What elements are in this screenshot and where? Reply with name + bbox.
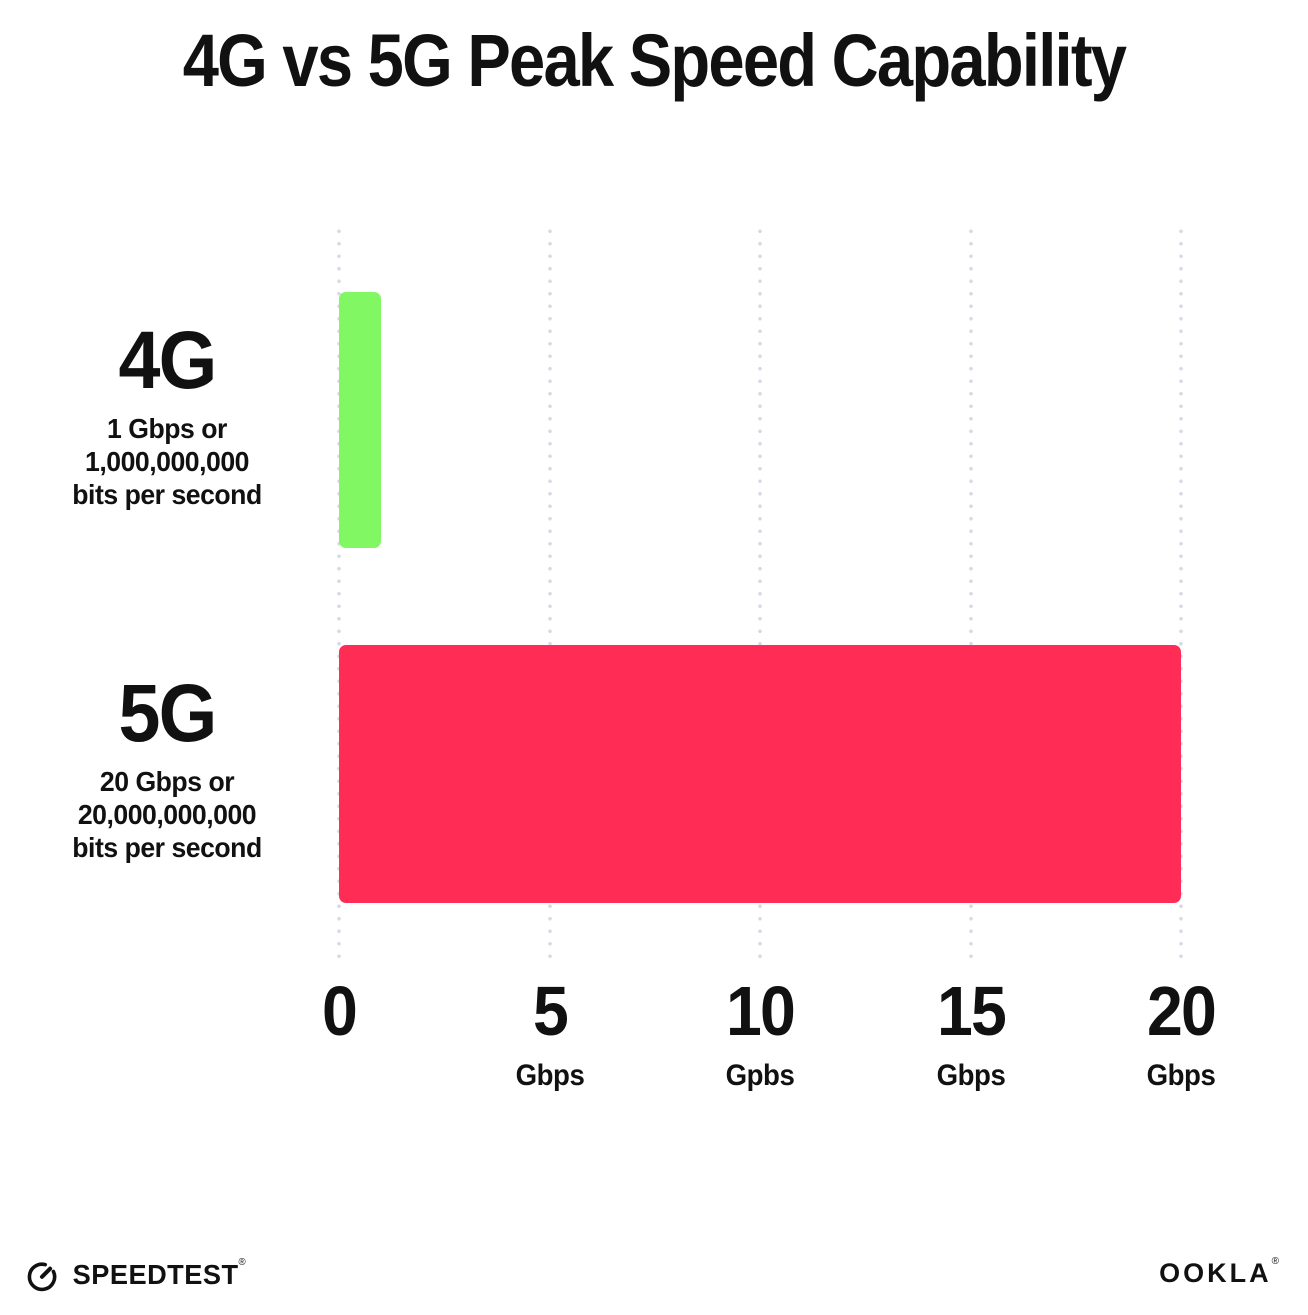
x-tick-10-unit: Gpbs (725, 1059, 795, 1092)
row-name-5g: 5G (118, 668, 218, 759)
x-tick-10-value: 10 (726, 972, 796, 1050)
gridline-0 (337, 225, 341, 958)
gridline-5 (547, 225, 552, 958)
row-desc-5g-line1: 20 Gbps or (99, 766, 235, 797)
x-tick-10: 10 Gpbs (725, 972, 796, 1093)
x-tick-0-value: 0 (322, 972, 358, 1050)
row-desc-4g-line3: bits per second (72, 479, 262, 511)
gridline-20 (1179, 225, 1183, 958)
row-desc-5g-line2: 20,000,000,000 (77, 799, 257, 831)
speedtest-logo-text: SPEEDTEST® (72, 1257, 247, 1290)
bar-5g (339, 645, 1181, 903)
x-tick-0: 0 (322, 972, 358, 1093)
row-label-5g: 5G 20 Gbps or 20,000,000,000 bits per se… (14, 673, 320, 864)
ookla-logo-text: OOKLA (1159, 1258, 1272, 1288)
gridline-15 (968, 225, 973, 958)
x-tick-15: 15 Gbps (936, 972, 1007, 1093)
ookla-logo: OOKLA® (1159, 1256, 1282, 1289)
plot-area (337, 225, 1183, 958)
x-tick-20-unit: Gbps (1146, 1059, 1216, 1092)
row-desc-5g-line3: bits per second (72, 832, 262, 864)
x-tick-20: 20 Gbps (1146, 972, 1217, 1093)
speedtest-trademark: ® (238, 1257, 247, 1268)
speedtest-gauge-icon (24, 1257, 60, 1293)
x-tick-5-value: 5 (532, 972, 569, 1050)
speedtest-logo: SPEEDTEST® (24, 1257, 249, 1293)
gridline-10 (758, 225, 762, 958)
row-desc-4g-line1: 1 Gbps or (107, 413, 227, 444)
row-desc-4g-line2: 1,000,000,000 (85, 446, 249, 478)
chart-title: 4G vs 5G Peak Speed Capability (182, 19, 1127, 102)
ookla-trademark: ® (1271, 1256, 1282, 1267)
row-desc-4g: 1 Gbps or 1,000,000,000 bits per second (22, 412, 313, 511)
x-tick-5-unit: Gbps (515, 1059, 584, 1092)
row-desc-5g: 20 Gbps or 20,000,000,000 bits per secon… (22, 765, 313, 864)
row-label-4g: 4G 1 Gbps or 1,000,000,000 bits per seco… (14, 320, 320, 511)
x-tick-15-unit: Gbps (936, 1059, 1005, 1092)
x-tick-5: 5 Gbps (515, 976, 584, 1093)
x-tick-20-value: 20 (1147, 972, 1217, 1050)
x-tick-15-value: 15 (936, 972, 1007, 1050)
bar-4g (339, 292, 382, 548)
row-name-4g: 4G (118, 315, 218, 406)
x-tick-0-unit (322, 1059, 356, 1093)
